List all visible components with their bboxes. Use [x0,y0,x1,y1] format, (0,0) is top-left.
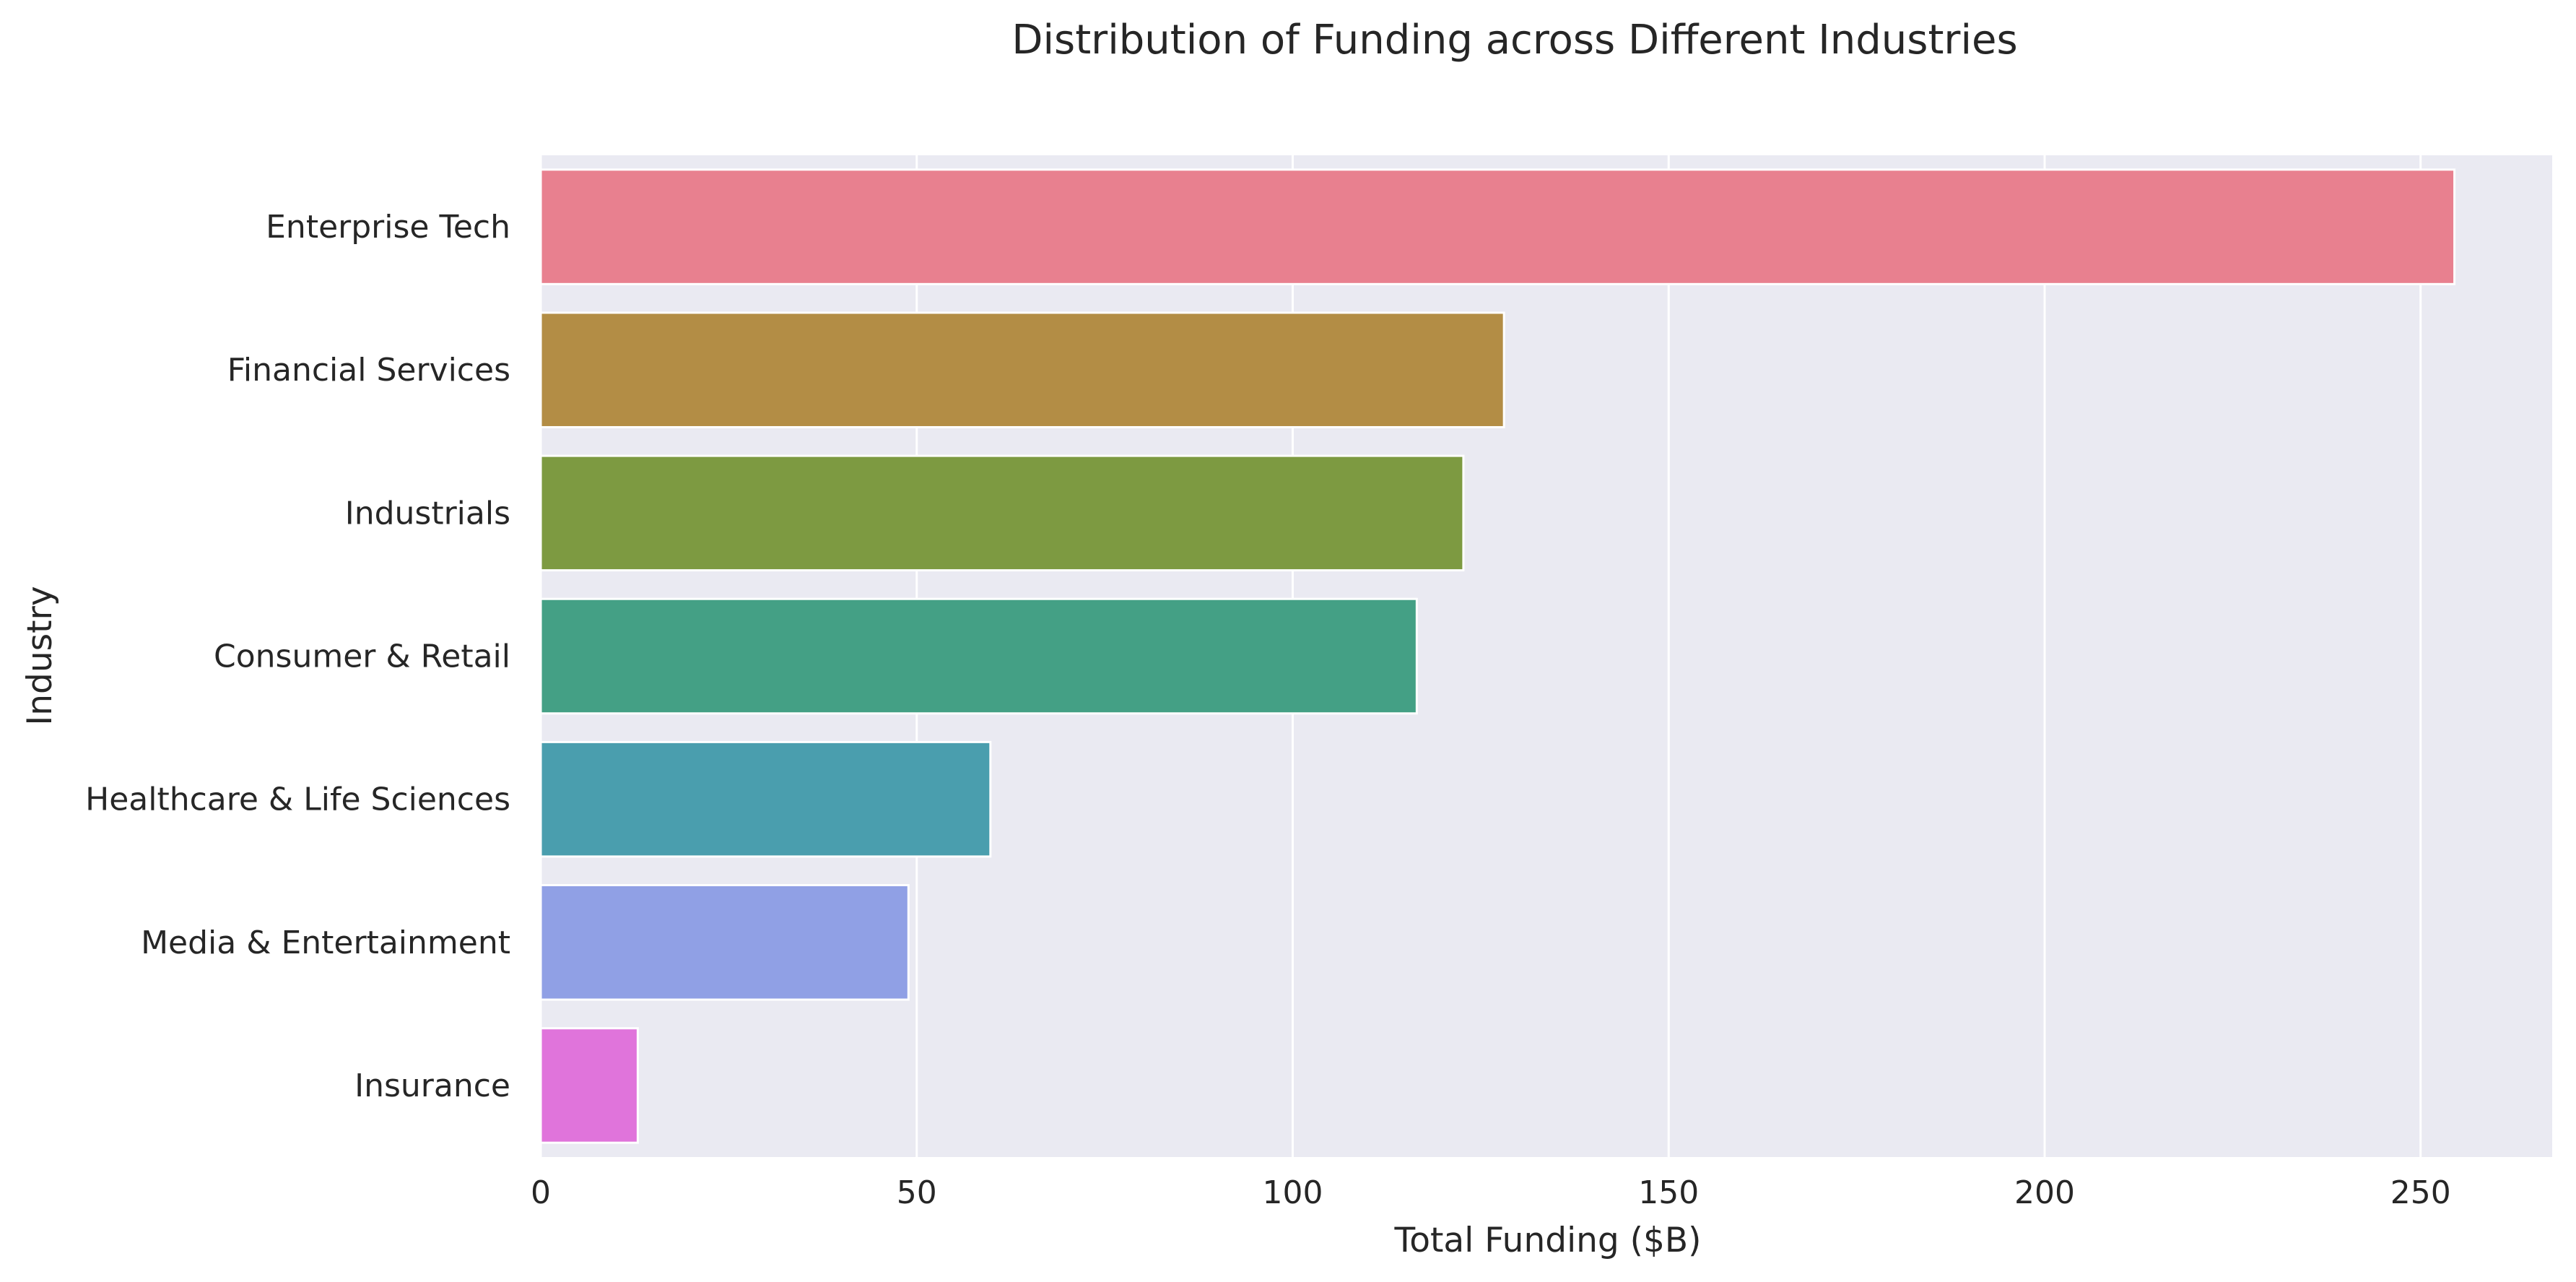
x-tick-label: 150 [1638,1174,1699,1211]
x-tick-label: 250 [2390,1174,2451,1211]
bar-industrials [539,454,1465,572]
bar-insurance [539,1027,639,1144]
y-tick-label: Consumer & Retail [214,638,510,675]
bar-enterprise-tech [539,168,2456,285]
y-tick-label: Healthcare & Life Sciences [85,781,510,818]
y-tick-labels: Enterprise Tech Financial Services Industr… [85,209,510,1104]
bar-healthcare-life-sciences [539,740,992,858]
chart-title: Distribution of Funding across Different… [1011,17,2017,64]
bar-financial-services [539,311,1505,428]
y-tick-label: Industrials [345,495,510,532]
x-tick-label: 0 [531,1174,551,1211]
bar-media-entertainment [539,884,910,1001]
x-tick-labels: 0 50 100 150 200 250 [531,1174,2451,1211]
y-tick-label: Media & Entertainment [141,924,510,961]
x-tick-label: 50 [897,1174,937,1211]
y-axis-label: Industry [20,586,60,725]
x-axis-label: Total Funding ($B) [1393,1221,1701,1260]
bars [539,168,2456,1144]
y-tick-label: Financial Services [227,352,510,389]
x-tick-label: 200 [2014,1174,2075,1211]
y-tick-label: Insurance [354,1067,510,1104]
bar-consumer-retail [539,597,1418,715]
x-tick-label: 100 [1263,1174,1323,1211]
y-tick-label: Enterprise Tech [266,209,510,246]
